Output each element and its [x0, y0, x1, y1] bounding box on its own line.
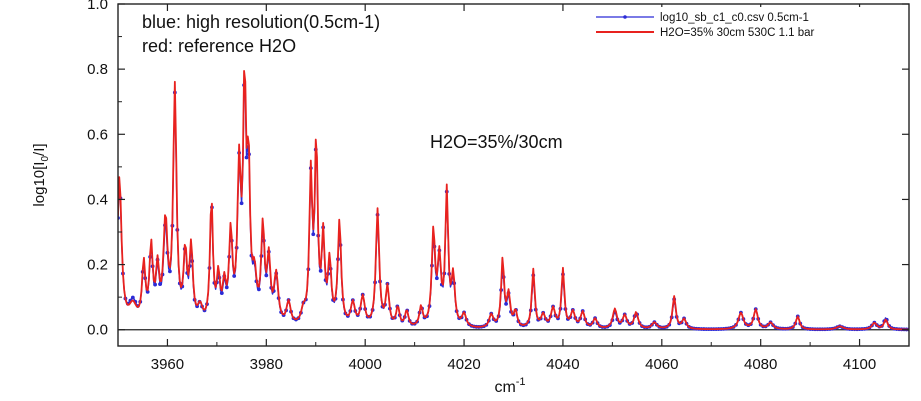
- data-point: [264, 273, 269, 278]
- data-point: [224, 285, 229, 290]
- x-tick-label: 4100: [843, 356, 876, 373]
- annotation-red-label: red: reference H2O: [142, 36, 296, 56]
- data-point: [239, 201, 244, 206]
- x-tick-label: 4020: [447, 356, 480, 373]
- legend-box: [592, 7, 906, 41]
- data-point: [434, 276, 439, 281]
- y-tick-label: 0.6: [87, 126, 108, 143]
- data-point: [232, 274, 237, 278]
- data-point: [311, 232, 316, 237]
- x-tick-label: 4040: [546, 356, 579, 373]
- x-axis-label: cm-1: [494, 376, 525, 396]
- data-point: [145, 289, 150, 294]
- data-point: [153, 282, 157, 287]
- y-tick-label: 1.0: [87, 0, 108, 13]
- x-tick-label: 3980: [250, 356, 283, 373]
- y-tick-label: 0.2: [87, 257, 108, 274]
- x-tick-label: 4060: [645, 356, 678, 373]
- annotation-condition-label: H2O=35%/30cm: [430, 132, 563, 152]
- y-tick-label: 0.4: [87, 191, 108, 208]
- series-line-reference-h2o: [118, 70, 909, 331]
- data-point: [130, 295, 135, 300]
- y-tick-label: 0.0: [87, 322, 108, 339]
- legend-label-red: H2O=35% 30cm 530C 1.1 bar: [660, 27, 815, 39]
- data-point: [168, 269, 172, 274]
- data-point: [318, 268, 323, 273]
- y-tick-label: 0.8: [87, 61, 108, 78]
- x-axis-label-superscript: -1: [516, 376, 526, 388]
- y-axis-label: log10[I0/I]: [31, 143, 51, 206]
- data-point: [158, 282, 162, 287]
- data-point: [257, 287, 261, 292]
- legend: log10_sb_c1_c0.csv 0.5cm-1 H2O=35% 30cm …: [592, 7, 906, 41]
- data-point: [244, 155, 249, 160]
- annotation-blue-label: blue: high resolution(0.5cm-1): [142, 12, 380, 32]
- data-point: [504, 301, 508, 306]
- x-axis-label-base: cm: [494, 379, 515, 396]
- legend-marker-blue: [623, 15, 627, 19]
- y-axis-label-base: log10[I: [31, 162, 48, 207]
- y-axis-label-subscript: 0: [40, 156, 51, 162]
- x-tick-label: 4000: [349, 356, 382, 373]
- y-axis-label-tail: /I]: [31, 143, 48, 156]
- x-tick-label: 3960: [151, 356, 184, 373]
- x-tick-label: 4080: [744, 356, 777, 373]
- data-point: [219, 291, 224, 295]
- legend-label-blue: log10_sb_c1_c0.csv 0.5cm-1: [660, 12, 809, 24]
